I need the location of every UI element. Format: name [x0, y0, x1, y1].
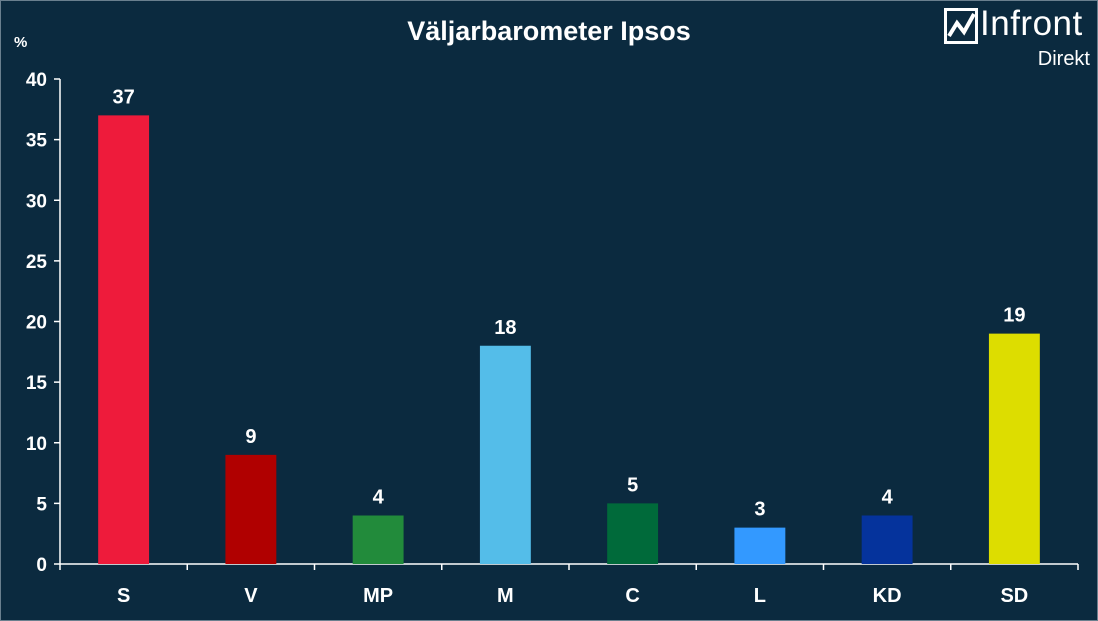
- y-tick-label: 10: [26, 434, 47, 455]
- infront-logo: Infront Direkt: [944, 4, 1094, 74]
- bar-l: [734, 527, 786, 564]
- data-label-mp: 4: [373, 487, 385, 509]
- category-label-kd: KD: [873, 585, 902, 607]
- bar-s: [98, 115, 150, 564]
- category-label-v: V: [244, 585, 258, 607]
- trend-chart-icon: [944, 8, 978, 44]
- y-tick-label: 25: [26, 252, 48, 273]
- y-tick-label: 40: [26, 70, 47, 91]
- category-label-c: C: [625, 585, 639, 607]
- chart-title: Väljarbarometer Ipsos: [407, 16, 691, 46]
- data-label-l: 3: [754, 499, 765, 521]
- category-label-l: L: [754, 585, 766, 607]
- y-tick-label: 15: [26, 373, 48, 394]
- data-label-kd: 4: [882, 487, 894, 509]
- data-label-m: 18: [494, 317, 516, 339]
- logo-subtitle: Direkt: [1037, 48, 1090, 70]
- bar-m: [479, 345, 531, 564]
- y-axis-unit: %: [14, 34, 28, 51]
- category-label-sd: SD: [1000, 585, 1028, 607]
- data-label-s: 37: [113, 86, 135, 108]
- y-tick-label: 35: [26, 131, 48, 152]
- category-label-s: S: [117, 585, 130, 607]
- bar-sd: [988, 333, 1040, 564]
- y-tick-label: 30: [26, 191, 47, 212]
- category-label-m: M: [497, 585, 514, 607]
- bar-kd: [861, 515, 913, 564]
- data-label-v: 9: [245, 426, 256, 448]
- y-tick-label: 20: [26, 313, 47, 334]
- bar-c: [607, 503, 659, 564]
- category-label-mp: MP: [363, 585, 393, 607]
- data-label-sd: 19: [1003, 305, 1025, 327]
- y-tick-label: 5: [36, 494, 47, 515]
- bar-v: [225, 454, 277, 564]
- y-tick-label: 0: [36, 555, 47, 576]
- data-label-c: 5: [627, 474, 638, 496]
- bar-mp: [352, 515, 404, 564]
- logo-name: Infront: [980, 4, 1083, 43]
